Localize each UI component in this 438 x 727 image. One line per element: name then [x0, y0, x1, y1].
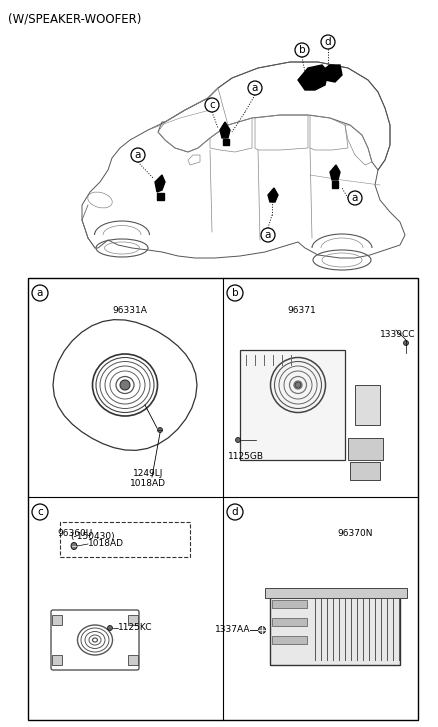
Bar [272, 600, 306, 608]
Ellipse shape [157, 427, 162, 433]
FancyBboxPatch shape [349, 462, 379, 480]
Text: a: a [264, 230, 271, 240]
Bar [128, 615, 138, 625]
Text: 96371: 96371 [287, 306, 316, 315]
Text: 1018AD: 1018AD [88, 539, 124, 548]
Text: 1249LJ: 1249LJ [133, 469, 163, 478]
Ellipse shape [258, 627, 265, 633]
Bar [331, 181, 337, 188]
Text: 1125KC: 1125KC [118, 624, 152, 632]
Bar [52, 615, 62, 625]
Bar [223, 139, 229, 145]
Text: 96360U: 96360U [57, 529, 92, 538]
Circle shape [131, 148, 145, 162]
Bar [52, 655, 62, 665]
Text: d: d [324, 37, 331, 47]
Text: c: c [208, 100, 214, 110]
Circle shape [347, 191, 361, 205]
Text: a: a [251, 83, 258, 93]
Text: d: d [231, 507, 238, 517]
Ellipse shape [294, 382, 300, 388]
Text: 1337AA: 1337AA [214, 625, 249, 635]
Bar [272, 636, 306, 644]
Ellipse shape [107, 625, 112, 630]
FancyBboxPatch shape [265, 588, 406, 598]
Circle shape [261, 228, 274, 242]
FancyBboxPatch shape [240, 350, 344, 460]
Polygon shape [319, 65, 341, 82]
Text: 1125GB: 1125GB [227, 452, 263, 461]
Bar [128, 655, 138, 665]
Polygon shape [297, 65, 327, 90]
FancyBboxPatch shape [269, 590, 399, 665]
Ellipse shape [120, 380, 130, 390]
Bar [272, 618, 306, 626]
Bar [157, 193, 164, 200]
Text: a: a [134, 150, 141, 160]
Text: b: b [298, 45, 304, 55]
Text: a: a [37, 288, 43, 298]
FancyBboxPatch shape [354, 385, 379, 425]
Ellipse shape [403, 340, 408, 345]
Circle shape [32, 285, 48, 301]
FancyBboxPatch shape [347, 438, 382, 460]
Text: c: c [37, 507, 43, 517]
Text: 96370N: 96370N [336, 529, 372, 538]
Circle shape [205, 98, 219, 112]
Text: b: b [231, 288, 238, 298]
Text: 1339CC: 1339CC [378, 330, 414, 339]
Circle shape [32, 504, 48, 520]
Text: (W/SPEAKER-WOOFER): (W/SPEAKER-WOOFER) [8, 12, 141, 25]
Circle shape [226, 504, 243, 520]
Circle shape [320, 35, 334, 49]
Polygon shape [329, 165, 339, 180]
Polygon shape [267, 188, 277, 202]
Ellipse shape [71, 542, 77, 550]
Circle shape [247, 81, 261, 95]
Text: 1018AD: 1018AD [130, 479, 166, 488]
Text: 96331A: 96331A [112, 306, 147, 315]
Ellipse shape [235, 438, 240, 443]
Polygon shape [219, 122, 230, 138]
Circle shape [294, 43, 308, 57]
Text: a: a [351, 193, 357, 203]
Polygon shape [155, 175, 165, 192]
Text: (-150430): (-150430) [70, 532, 114, 541]
Circle shape [226, 285, 243, 301]
Bar [28, 278, 417, 720]
